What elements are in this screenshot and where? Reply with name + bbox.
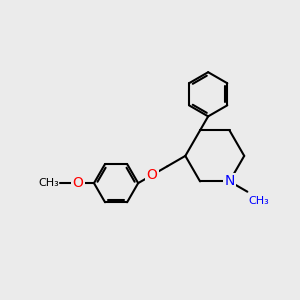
Text: CH₃: CH₃	[38, 178, 59, 188]
Text: O: O	[72, 176, 83, 190]
Text: O: O	[147, 168, 158, 182]
Text: CH₃: CH₃	[249, 196, 270, 206]
Text: N: N	[224, 174, 235, 188]
